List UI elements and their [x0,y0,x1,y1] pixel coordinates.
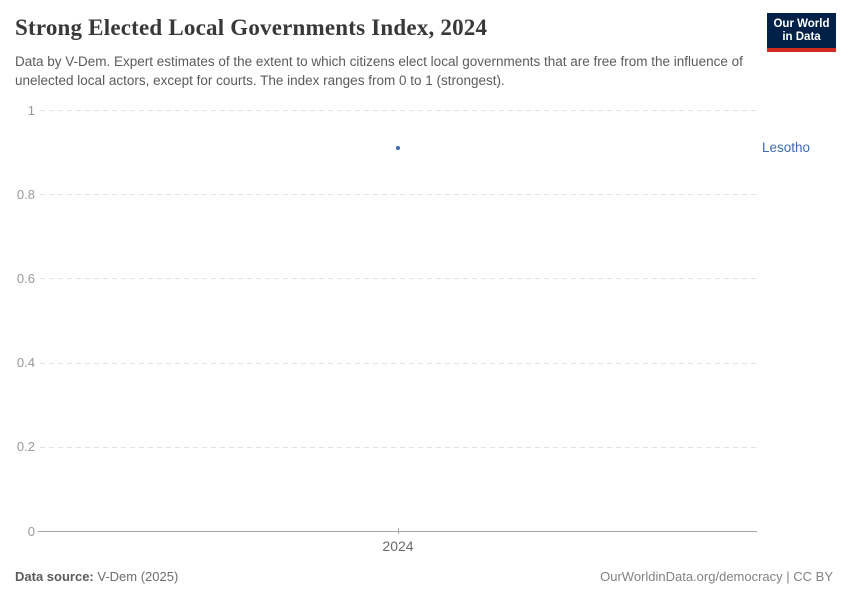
gridline [40,194,756,196]
x-axis-tick-label: 2024 [382,538,414,554]
chart-title: Strong Elected Local Governments Index, … [15,15,488,40]
owid-logo-line2: in Data [782,30,821,43]
data-source-value: V-Dem (2025) [93,569,179,584]
data-source-note: Data source: V-Dem (2025) [15,569,178,584]
x-axis-line [38,531,757,532]
owid-logo[interactable]: Our World in Data [767,13,836,52]
gridline [40,110,756,111]
y-axis-tick-label: 0.2 [16,439,35,455]
y-axis-tick-label: 0.8 [16,186,35,202]
data-source-label: Data source: [15,569,94,584]
owid-logo-line1: Our World [773,17,830,30]
y-axis-tick-label: 1 [27,102,35,118]
gridline [40,446,756,448]
y-axis-tick-label: 0.4 [16,355,35,371]
y-axis-tick-label: 0 [27,523,35,539]
chart-subtitle: Data by V-Dem. Expert estimates of the e… [15,54,743,88]
data-point-lesotho[interactable] [396,145,400,150]
chart-footer: Data source: V-Dem (2025) OurWorldinData… [15,569,833,584]
entity-label-lesotho[interactable]: Lesotho [762,139,811,155]
license-credit-link[interactable]: OurWorldinData.org/democracy | CC BY [600,569,833,584]
gridline [40,278,756,280]
gridline [40,362,756,364]
y-axis-tick-label: 0.6 [16,270,35,286]
